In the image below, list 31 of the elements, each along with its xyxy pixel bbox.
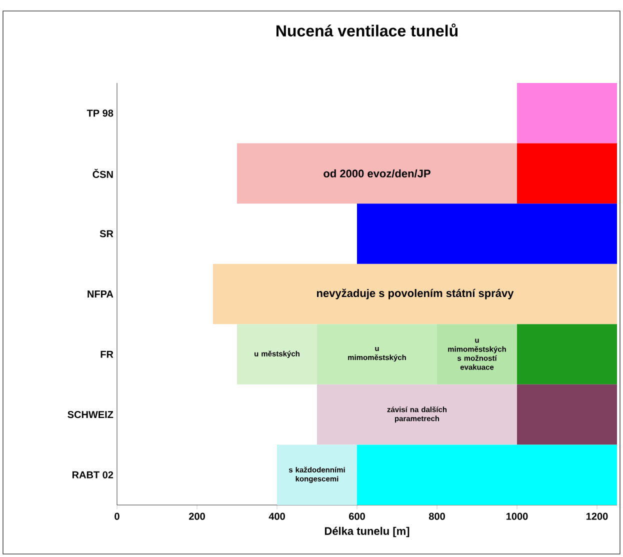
bar <box>213 264 618 324</box>
x-tick-label: 0 <box>114 512 120 520</box>
y-tick-label: FR <box>100 350 114 358</box>
chart-title: Nucená ventilace tunelů <box>276 23 458 36</box>
bar <box>277 444 358 506</box>
y-tick-label: SR <box>100 230 114 238</box>
bar <box>357 444 618 506</box>
x-axis-title: Délka tunelu [m] <box>324 526 410 538</box>
y-tick-label: ČSN <box>92 168 113 178</box>
x-tick-label: 1000 <box>506 512 528 520</box>
bar <box>317 384 518 445</box>
x-tick-label: 400 <box>268 512 285 520</box>
bar <box>237 143 518 204</box>
bar <box>317 324 438 384</box>
annotation: nevyžaduje s povolením státní správy <box>316 288 514 300</box>
bar <box>437 324 518 384</box>
y-tick-label: TP 98 <box>86 110 114 117</box>
x-tick-label: 600 <box>349 512 365 520</box>
annotation: od 2000 evoz/den/JP <box>324 169 430 178</box>
bar <box>517 384 618 445</box>
y-tick-label: NFPA <box>88 290 114 298</box>
y-tick-label: SCHWEIZ <box>68 411 114 418</box>
y-tick-label: RABT 02 <box>72 471 114 478</box>
x-tick-label: 200 <box>189 512 205 520</box>
bar <box>237 324 318 384</box>
bar <box>517 324 618 384</box>
x-tick-label: 1200 <box>586 512 608 520</box>
bar <box>517 83 618 144</box>
bar <box>357 204 618 264</box>
x-tick-label: 800 <box>428 512 445 520</box>
bar <box>517 143 618 204</box>
